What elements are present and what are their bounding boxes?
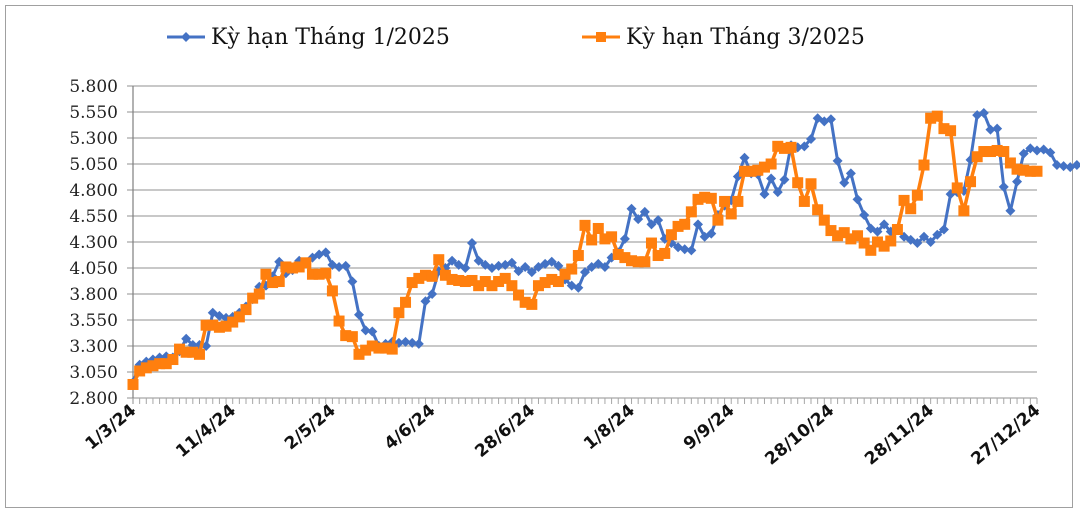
x-tick-label: 28/11/24 [861, 400, 938, 469]
legend-item-series2: Kỳ hạn Tháng 3/2025 [580, 22, 865, 52]
series-lines [127, 108, 1080, 390]
y-tick-label: 3.800 [69, 285, 118, 305]
x-tick-label: 2/5/24 [281, 400, 340, 454]
y-tick-label: 4.800 [69, 181, 118, 201]
y-tick-label: 3.550 [69, 311, 118, 331]
y-tick-label: 5.300 [69, 129, 118, 149]
y-tick-label: 4.300 [69, 233, 118, 253]
legend-label-series1: Kỳ hạn Tháng 1/2025 [211, 24, 450, 50]
y-tick-label: 4.550 [69, 207, 118, 227]
x-tick-label: 1/8/24 [580, 400, 639, 454]
y-tick-label: 3.050 [69, 363, 118, 383]
y-tick-label: 3.300 [69, 337, 118, 357]
legend: Kỳ hạn Tháng 1/2025 Kỳ hạn Tháng 3/2025 [0, 22, 1080, 56]
y-axis: 2.800 3.050 3.300 3.550 3.800 4.050 4.300 4.550… [69, 77, 134, 409]
x-tick-label: 11/4/24 [172, 400, 240, 461]
y-tick-label: 5.800 [69, 77, 118, 97]
y-tick-label: 5.050 [69, 155, 118, 175]
x-axis: 1/3/24 11/4/24 2/5/24 4/6/24 28/6/24 1/8/24 9/… [82, 398, 1044, 469]
y-tick-label: 5.550 [69, 103, 118, 123]
gridlines [127, 85, 1037, 399]
diamond-marker-icon [167, 32, 205, 42]
series1-line [131, 111, 1078, 383]
y-tick-label: 4.050 [69, 259, 118, 279]
x-tick-label: 9/9/24 [680, 400, 739, 454]
x-tick-label: 28/10/24 [761, 400, 838, 469]
x-tick-label: 4/6/24 [381, 400, 440, 454]
series2-line [131, 114, 1037, 386]
x-tick-label: 28/6/24 [471, 400, 539, 461]
legend-label-series2: Kỳ hạn Tháng 3/2025 [626, 24, 865, 50]
chart-frame [5, 5, 1073, 508]
legend-item-series1: Kỳ hạn Tháng 1/2025 [165, 22, 450, 52]
y-tick-label: 2.800 [69, 389, 118, 409]
square-marker-icon [582, 32, 620, 42]
x-tick-label: 27/12/24 [967, 400, 1044, 469]
